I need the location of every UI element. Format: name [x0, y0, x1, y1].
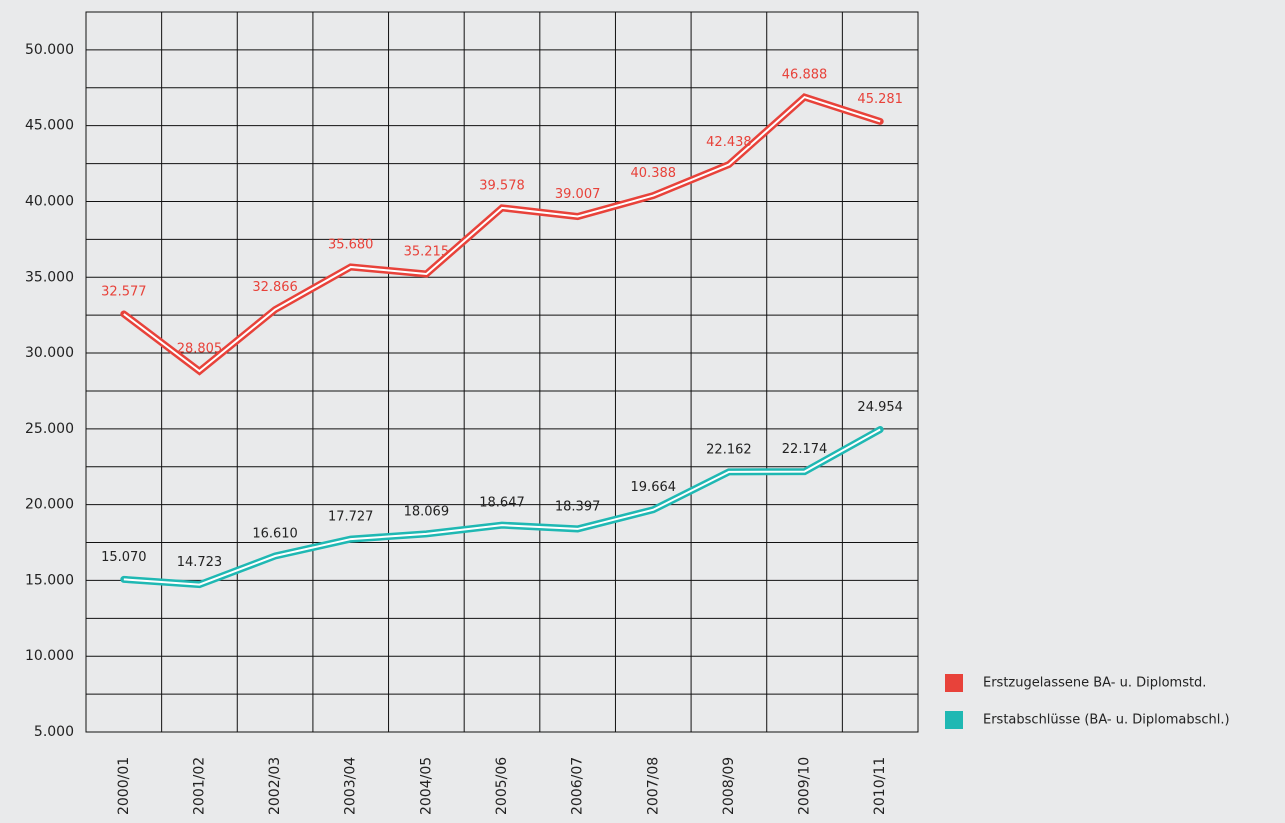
value-label: 39.578 — [479, 178, 525, 193]
value-label: 40.388 — [631, 166, 677, 181]
x-tick-label: 2001/02 — [191, 757, 207, 815]
series-line-inner — [123, 428, 881, 586]
value-label: 18.647 — [479, 496, 525, 511]
value-label: 15.070 — [101, 550, 147, 565]
y-tick-label: 40.000 — [25, 193, 74, 209]
value-label: 16.610 — [252, 527, 298, 542]
y-tick-label: 15.000 — [25, 572, 74, 588]
y-tick-label: 10.000 — [25, 648, 74, 664]
value-label: 22.162 — [706, 442, 752, 457]
y-tick-label: 45.000 — [25, 118, 74, 134]
x-tick-label: 2010/11 — [872, 757, 888, 815]
plot-area — [85, 11, 919, 733]
value-label: 22.174 — [782, 442, 828, 457]
value-label: 35.215 — [404, 245, 450, 260]
value-label: 14.723 — [177, 555, 223, 570]
legend-swatch — [945, 674, 963, 692]
x-tick-label: 2004/05 — [418, 757, 434, 815]
y-tick-label: 30.000 — [25, 345, 74, 361]
y-tick-label: 35.000 — [25, 269, 74, 285]
legend-label: Erstzugelassene BA- u. Diplomstd. — [983, 676, 1206, 691]
x-tick-label: 2007/08 — [645, 757, 661, 815]
x-tick-label: 2000/01 — [116, 757, 132, 815]
legend-label: Erstabschlüsse (BA- u. Diplomabschl.) — [983, 713, 1230, 728]
x-tick-label: 2003/04 — [343, 757, 359, 815]
value-label: 19.664 — [631, 480, 677, 495]
x-tick-label: 2005/06 — [494, 757, 510, 815]
y-tick-label: 20.000 — [25, 497, 74, 513]
value-label: 17.727 — [328, 510, 374, 525]
legend-swatch — [945, 711, 963, 729]
value-label: 28.805 — [177, 342, 223, 357]
value-label: 32.577 — [101, 284, 147, 299]
y-tick-label: 5.000 — [34, 724, 74, 740]
value-label: 42.438 — [706, 135, 752, 150]
value-label: 24.954 — [857, 400, 903, 415]
x-tick-label: 2009/10 — [797, 757, 813, 815]
value-label: 46.888 — [782, 68, 828, 83]
value-label: 32.866 — [252, 280, 298, 295]
value-label: 35.680 — [328, 237, 374, 252]
value-label: 39.007 — [555, 187, 601, 202]
value-label: 18.069 — [404, 504, 450, 519]
y-tick-label: 25.000 — [25, 421, 74, 437]
series-line-inner — [123, 95, 881, 373]
value-label: 45.281 — [857, 92, 903, 107]
y-tick-label: 50.000 — [25, 42, 74, 58]
value-label: 18.397 — [555, 499, 601, 514]
x-tick-label: 2006/07 — [570, 757, 586, 815]
x-tick-label: 2002/03 — [267, 757, 283, 815]
x-tick-label: 2008/09 — [721, 757, 737, 815]
